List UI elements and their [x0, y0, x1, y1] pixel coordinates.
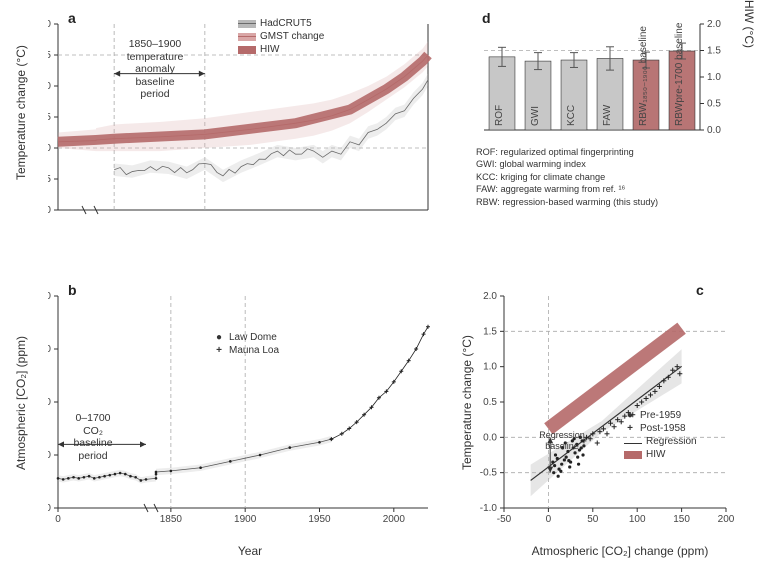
legend-b-1: Mauna Loa — [229, 345, 279, 356]
svg-text:2.0: 2.0 — [48, 19, 51, 30]
svg-text:50: 50 — [587, 514, 599, 525]
svg-text:0.5: 0.5 — [707, 99, 721, 110]
svg-text:100: 100 — [629, 514, 646, 525]
legend-c-0: Pre-1959 — [640, 410, 681, 421]
svg-text:0.0: 0.0 — [707, 125, 721, 136]
svg-text:0.0: 0.0 — [48, 143, 51, 154]
svg-text:1.5: 1.5 — [483, 326, 497, 337]
legend-a-2: HIW — [260, 44, 279, 55]
svg-text:RBWpre-1700 baseline: RBWpre-1700 baseline — [674, 22, 685, 126]
baseline-anno-b: 0–1700CO₂baselineperiod — [58, 412, 128, 462]
acro-2: KCC: kriging for climate change — [476, 171, 736, 183]
ylabel-temp-a: Temperature change (°C) — [14, 45, 28, 180]
svg-text:0.5: 0.5 — [483, 397, 497, 408]
legend-a-1: GMST change — [260, 31, 324, 42]
legend-c-2: Regression — [646, 436, 697, 447]
svg-text:RBW₁₈₅₀₋₁₉₀₀ baseline: RBW₁₈₅₀₋₁₉₀₀ baseline — [638, 26, 649, 126]
legend-b-0: Law Dome — [229, 332, 277, 343]
chart-b: 250 300 350 400 450 0 1850 1900 1950 2000 — [48, 282, 440, 527]
svg-text:ROF: ROF — [494, 105, 505, 126]
svg-text:1.0: 1.0 — [707, 72, 721, 83]
svg-text:200: 200 — [718, 514, 735, 525]
legend-c-3: HIW — [646, 449, 665, 460]
svg-text:250: 250 — [48, 503, 51, 514]
svg-text:400: 400 — [48, 344, 51, 355]
legend-c: ●Pre-1959 +Post-1958 Regression HIW — [624, 410, 697, 462]
svg-text:1.0: 1.0 — [483, 362, 497, 373]
ylabel-co2-b: Atmospheric [CO₂] (ppm) — [14, 336, 28, 470]
figure-root: Temperature change (°C) HIW (°C) Atmosph… — [0, 0, 770, 564]
svg-text:-0.5: -0.5 — [480, 468, 498, 479]
panel-c-label: c — [696, 282, 704, 298]
panel-d-label: d — [482, 10, 491, 26]
svg-text:1.5: 1.5 — [48, 50, 51, 61]
svg-text:-50: -50 — [497, 514, 512, 525]
legend-a: HadCRUT5 GMST change HIW — [238, 18, 324, 57]
legend-c-1: Post-1958 — [640, 423, 686, 434]
panel-b-label: b — [68, 282, 77, 298]
svg-text:0: 0 — [546, 514, 552, 525]
acro-4: RBW: regression-based warming (this stud… — [476, 196, 736, 208]
svg-text:150: 150 — [673, 514, 690, 525]
panel-b: b 250 300 350 400 450 0 1850 1900 1950 2000 0–170… — [48, 282, 440, 527]
svg-text:1850: 1850 — [160, 514, 183, 525]
svg-text:GWI: GWI — [530, 106, 541, 126]
svg-text:0: 0 — [55, 514, 61, 525]
svg-text:2000: 2000 — [383, 514, 406, 525]
svg-text:450: 450 — [48, 291, 51, 302]
ylabel-temp-c: Temperature change (°C) — [460, 335, 474, 470]
legend-b: ●Law Dome +Mauna Loa — [213, 332, 279, 358]
acro-3: FAW: aggregate warming from ref. ¹⁶ — [476, 183, 736, 195]
xlabel-co2c: Atmospheric [CO₂] change (ppm) — [520, 544, 720, 558]
svg-text:1.5: 1.5 — [707, 46, 721, 57]
panel-a-label: a — [68, 10, 76, 26]
panel-c: c -1.0 -0.5 0.0 0.5 1.0 1.5 2.0 -50 0 50 100 150 200… — [476, 282, 736, 527]
chart-d: 0.0 0.5 1.0 1.5 2.0 ROF GWI KCC FAW RBW₁₈₅₀₋₁₉₀₀ … — [476, 10, 736, 140]
svg-text:2.0: 2.0 — [483, 291, 497, 302]
svg-text:0.0: 0.0 — [483, 432, 497, 443]
xlabel-year: Year — [200, 544, 300, 558]
legend-a-0: HadCRUT5 — [260, 18, 312, 29]
chart-c: -1.0 -0.5 0.0 0.5 1.0 1.5 2.0 -50 0 50 100 150 200 — [476, 282, 736, 527]
svg-text:1900: 1900 — [234, 514, 257, 525]
reg-baseline-anno: Regressionbaseline — [532, 430, 592, 452]
svg-text:2.0: 2.0 — [707, 19, 721, 30]
ylabel-hiw-d: HIW (°C) — [742, 0, 756, 48]
svg-text:0.5: 0.5 — [48, 112, 51, 123]
svg-text:1.0: 1.0 — [48, 81, 51, 92]
baseline-anno-a: 1850–1900temperatureanomalybaselineperio… — [110, 38, 200, 101]
acro-1: GWI: global warming index — [476, 158, 736, 170]
panel-a: a -1.0 -0.5 0.0 0.5 1.0 1.5 2.0 1850–1900tempe… — [48, 10, 440, 225]
svg-text:-1.0: -1.0 — [480, 503, 498, 514]
svg-text:-1.0: -1.0 — [48, 205, 51, 216]
svg-text:350: 350 — [48, 397, 51, 408]
acronyms-d: ROF: regularized optimal fingerprinting … — [476, 146, 736, 208]
svg-text:-0.5: -0.5 — [48, 174, 51, 185]
svg-text:KCC: KCC — [566, 105, 577, 126]
svg-text:300: 300 — [48, 450, 51, 461]
svg-text:1950: 1950 — [308, 514, 331, 525]
svg-text:FAW: FAW — [602, 104, 613, 126]
acro-0: ROF: regularized optimal fingerprinting — [476, 146, 736, 158]
panel-d: d 0.0 0.5 1.0 1.5 2.0 ROF GWI KCC FAW RBW₁₈₅₀₋₁₉₀… — [476, 10, 736, 225]
